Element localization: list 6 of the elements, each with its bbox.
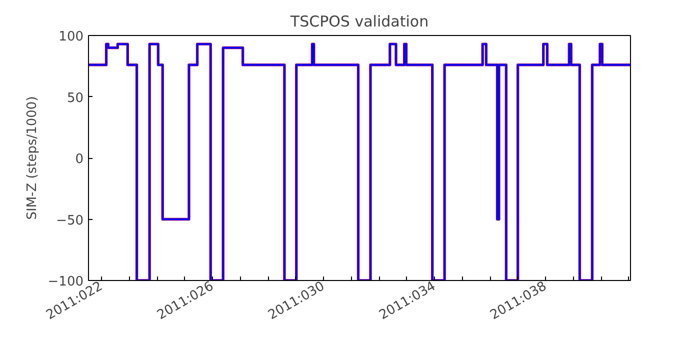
y-axis-title: SIM-Z (steps/1000) bbox=[24, 96, 40, 220]
y-tick-label: −50 bbox=[56, 213, 84, 228]
chart-title: TSCPOS validation bbox=[289, 12, 429, 30]
y-tick-label: 0 bbox=[75, 152, 84, 167]
y-tick-label: 100 bbox=[58, 30, 84, 44]
y-tick-label: 50 bbox=[66, 90, 84, 106]
